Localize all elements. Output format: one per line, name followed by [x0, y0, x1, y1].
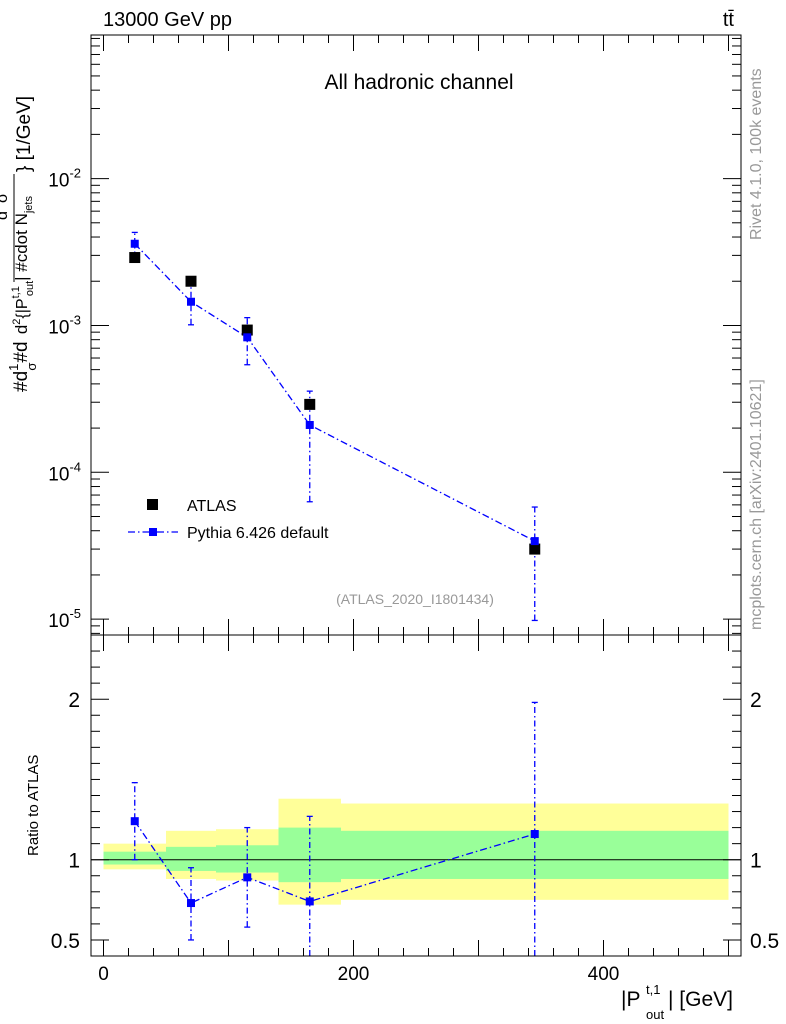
- svg-text:d: d: [0, 211, 11, 220]
- ratio-y-axis-label: Ratio to ATLAS: [25, 755, 42, 856]
- ratio-point: [530, 830, 539, 839]
- svg-text:σ: σ: [0, 193, 11, 203]
- pythia-point: [187, 297, 195, 306]
- analysis-label: (ATLAS_2020_I1801434): [336, 591, 494, 607]
- x-axis-label: |P t,1 out | [GeV]: [621, 982, 733, 1022]
- mcplots-label: mcplots.cern.ch [arXiv:2401.10621]: [748, 379, 765, 630]
- atlas-point: [304, 398, 316, 410]
- chart-title: All hadronic channel: [324, 71, 513, 94]
- ratio-x-tick-label: 400: [588, 964, 620, 985]
- ratio-band-green: [166, 846, 216, 871]
- ratio-y-tick-label-right: 0.5: [750, 930, 779, 953]
- atlas-point: [129, 252, 141, 264]
- legend: ATLAS Pythia 6.426 default: [128, 498, 329, 542]
- atlas-point: [185, 275, 197, 287]
- atlas-point: [241, 324, 253, 336]
- svg-text:fid: fid: [0, 180, 3, 192]
- main-panel: 10-5 10-4 10-3 10-2 All hadronic channel (A…: [0, 34, 742, 636]
- ratio-point: [243, 873, 252, 882]
- main-y-tick-label: 10-3: [48, 312, 81, 338]
- legend-atlas-label: ATLAS: [187, 498, 237, 515]
- ratio-point: [130, 817, 139, 826]
- ratio-x-tick-label: 0: [98, 964, 109, 985]
- ratio-panel: 0.5 0.5 1 1 2 2 0 200 400 Ratio to ATLAS |P t,1 …: [25, 634, 779, 1022]
- pythia-point: [530, 537, 539, 546]
- legend-pythia-marker: [149, 528, 157, 536]
- svg-text:2: 2: [0, 204, 3, 210]
- svg-text:out: out: [646, 1007, 664, 1022]
- legend-pythia-label: Pythia 6.426 default: [187, 525, 329, 542]
- ratio-y-tick-label-right: 1: [750, 850, 762, 873]
- process-label: tt̄: [723, 9, 735, 31]
- rivet-label: Rivet 4.1.0, 100k events: [748, 68, 765, 240]
- ratio-frame: [90, 634, 742, 957]
- main-y-tick-label: 10-5: [48, 606, 81, 632]
- svg-text:| [GeV]: | [GeV]: [668, 988, 733, 1011]
- ratio-point: [305, 897, 314, 906]
- main-y-axis-label: #d1 σ#d d2{|Pt,1 out| #cdot Njets } [1/GeV…: [0, 96, 39, 392]
- pythia-point: [243, 333, 252, 342]
- atlas-point: [529, 543, 541, 555]
- ratio-y-tick-label: 2: [68, 689, 80, 712]
- main-y-tick-label: 10-2: [48, 166, 81, 192]
- main-frame: [90, 34, 742, 636]
- main-y-tick-label: 10-4: [48, 459, 81, 485]
- svg-text:t,1: t,1: [646, 982, 660, 997]
- legend-atlas-marker: [147, 499, 158, 510]
- ratio-x-tick-label: 200: [338, 964, 370, 985]
- ratio-y-tick-label: 1: [68, 850, 80, 873]
- pythia-point: [305, 420, 314, 429]
- ratio-point: [187, 899, 195, 908]
- svg-text:|P: |P: [621, 988, 640, 1011]
- energy-label: 13000 GeV pp: [103, 9, 232, 31]
- pythia-line: [134, 243, 536, 542]
- pythia-point: [130, 239, 139, 248]
- ratio-y-tick-label-right: 2: [750, 689, 762, 712]
- ratio-y-tick-label: 0.5: [51, 930, 80, 953]
- main-y-unit: } [1/GeV]: [14, 96, 35, 172]
